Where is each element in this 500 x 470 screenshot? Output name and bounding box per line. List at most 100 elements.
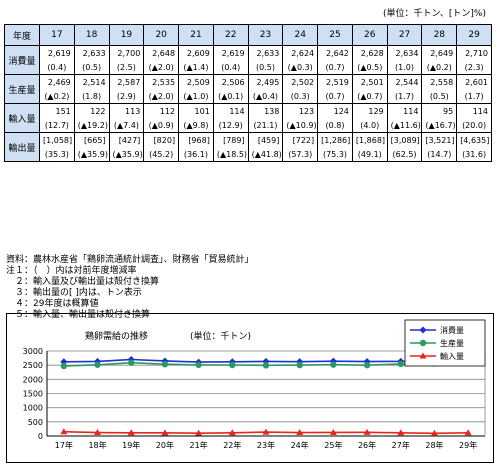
value-cell: 2,633 <box>247 45 284 60</box>
data-point <box>262 362 270 369</box>
data-point <box>262 357 270 365</box>
x-tick-label: 24年 <box>291 440 309 450</box>
year-header: 24 <box>282 24 319 46</box>
row-label: 輸出量 <box>4 132 40 162</box>
data-point <box>262 428 270 435</box>
value-cell: [1,058] <box>39 132 75 147</box>
year-header: 22 <box>212 24 249 46</box>
value-cell: 151 <box>39 103 75 118</box>
value-cell: [820] <box>143 132 180 147</box>
year-header: 19 <box>108 24 145 46</box>
x-tick-label: 18年 <box>88 440 106 450</box>
pct-cell: (▲35.9) <box>73 147 110 162</box>
row-label: 輸入量 <box>4 103 40 133</box>
pct-cell: (0.5) <box>421 89 458 104</box>
value-cell: 2,502 <box>282 74 319 89</box>
x-tick-label: 27年 <box>392 440 410 450</box>
y-tick-label: 1500 <box>23 390 43 399</box>
value-cell: 114 <box>456 103 492 118</box>
pct-cell: (4.0) <box>351 118 388 133</box>
value-cell: 2,642 <box>317 45 353 60</box>
pct-cell: (57.3) <box>282 147 319 162</box>
data-point <box>94 357 102 365</box>
data-point <box>229 361 236 369</box>
pct-cell: (0.4) <box>212 60 249 75</box>
pct-cell: (▲16.7) <box>421 118 458 133</box>
value-cell: [722] <box>282 132 319 147</box>
data-point <box>363 428 371 435</box>
data-point <box>94 361 101 368</box>
value-cell: [968] <box>178 132 214 147</box>
data-point <box>195 429 203 436</box>
pct-cell: (▲0.9) <box>143 118 180 133</box>
data-point <box>419 352 427 359</box>
data-point <box>363 361 371 369</box>
year-header: 26 <box>351 24 388 46</box>
data-point <box>430 429 438 436</box>
pct-cell: (62.5) <box>386 147 423 162</box>
chart-unit: (単位：千トン) <box>190 330 251 342</box>
pct-cell: (0.8) <box>317 118 353 133</box>
value-cell: 2,649 <box>421 45 458 60</box>
row-label: 生産量 <box>4 74 40 104</box>
pct-cell: (▲35.9) <box>108 147 145 162</box>
data-point <box>397 429 405 436</box>
data-point <box>329 357 337 365</box>
value-cell: [3,089] <box>386 132 423 147</box>
value-cell: 2,558 <box>421 74 458 89</box>
value-cell: 122 <box>73 103 110 118</box>
y-tick-label: 0 <box>38 432 43 441</box>
x-tick-label: 29年 <box>459 440 477 450</box>
note-line: ４：29年度は概算値 <box>6 299 99 309</box>
data-point <box>94 429 102 436</box>
value-cell: 2,495 <box>247 74 284 89</box>
value-cell: 129 <box>351 103 388 118</box>
pct-cell: (0.3) <box>282 89 319 104</box>
year-header: 28 <box>421 24 458 46</box>
pct-cell: (▲18.5) <box>212 147 249 162</box>
pct-cell: (▲0.5) <box>351 60 388 75</box>
year-header: 25 <box>317 24 353 46</box>
pct-cell: (36.1) <box>178 147 214 162</box>
value-cell: 114 <box>386 103 423 118</box>
pct-cell: (49.1) <box>351 147 388 162</box>
value-cell: 123 <box>282 103 319 118</box>
value-cell: 2,601 <box>456 74 492 89</box>
year-header: 21 <box>178 24 214 46</box>
data-point <box>128 359 135 366</box>
x-tick-label: 21年 <box>190 440 208 450</box>
x-tick-label: 25年 <box>324 440 342 450</box>
unit-note: (単位：千トン、[トン]%) <box>382 9 486 19</box>
value-cell: 2,648 <box>143 45 180 60</box>
value-cell: [665] <box>73 132 110 147</box>
value-cell: 2,509 <box>178 74 214 89</box>
year-header: 23 <box>247 24 284 46</box>
year-header: 18 <box>73 24 110 46</box>
y-tick-label: 2500 <box>23 361 43 370</box>
data-point <box>419 339 427 347</box>
pct-cell: (▲0.3) <box>282 60 319 75</box>
value-cell: 2,587 <box>108 74 145 89</box>
note-line: ２：輸入量及び輸出量は殻付き換算 <box>6 277 160 287</box>
data-point <box>60 428 68 435</box>
legend-label: 消費量 <box>440 325 464 335</box>
y-tick-label: 1000 <box>23 404 43 413</box>
pct-cell: (45.2) <box>143 147 180 162</box>
pct-cell: (▲0.4) <box>247 89 284 104</box>
value-cell: 2,628 <box>351 45 388 60</box>
value-cell: 2,501 <box>351 74 388 89</box>
value-cell: 2,519 <box>317 74 353 89</box>
pct-cell: (▲7.4) <box>108 118 145 133</box>
y-tick-label: 2000 <box>23 375 43 384</box>
value-cell: 2,700 <box>108 45 145 60</box>
pct-cell: (▲0.1) <box>212 89 249 104</box>
x-tick-label: 26年 <box>358 440 376 450</box>
chart-frame: 鶏卵需給の推移 (単位：千トン) 0 500 1000 1500 2000 2500 3000 1… <box>6 313 494 463</box>
pct-cell: (31.6) <box>456 147 492 162</box>
row-label: 消費量 <box>4 45 40 75</box>
pct-cell: (▲0.2) <box>421 60 458 75</box>
data-point <box>195 361 202 369</box>
value-cell: [4,635] <box>456 132 492 147</box>
pct-cell: (1.7) <box>456 89 492 104</box>
x-tick-label: 22年 <box>223 440 241 450</box>
